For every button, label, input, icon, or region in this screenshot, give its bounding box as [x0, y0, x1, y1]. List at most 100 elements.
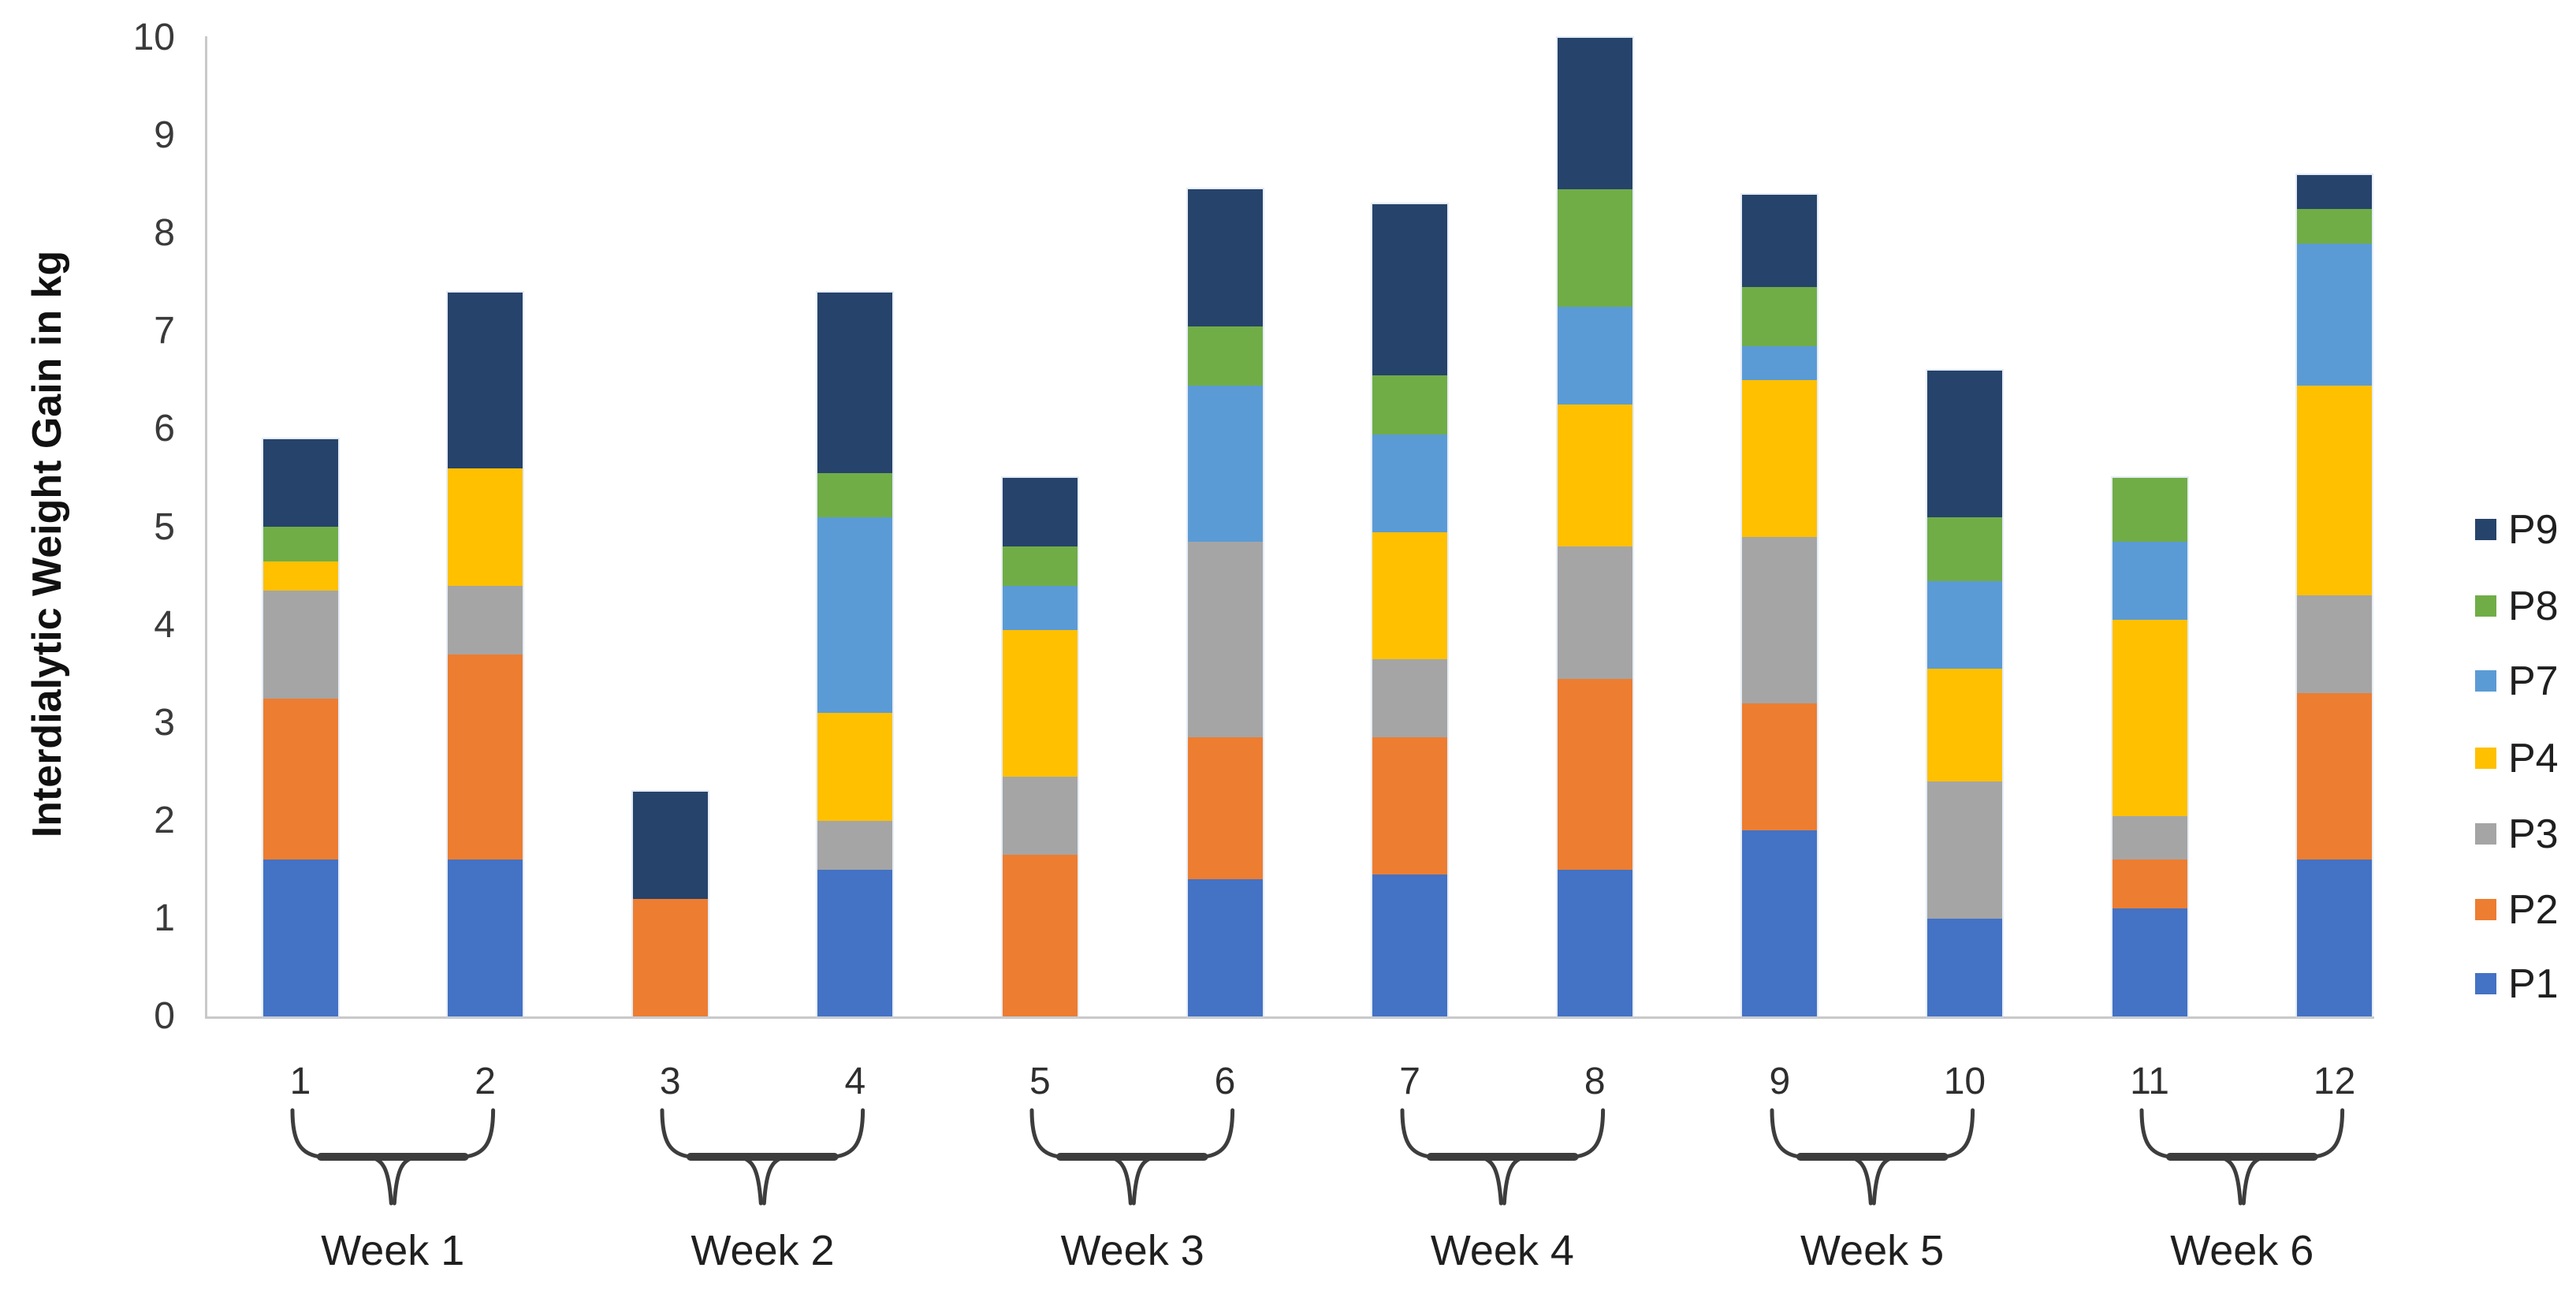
bar-6-segment-P3: [1187, 542, 1263, 738]
bar-9-segment-P3: [1742, 536, 1818, 703]
bar-11-segment-P8: [2112, 478, 2187, 543]
bar-1-segment-P9: [262, 438, 338, 528]
x-axis-line: [205, 1016, 2374, 1019]
bar-5-segment-P8: [1002, 546, 1078, 586]
bar-4-segment-P3: [817, 820, 893, 870]
x-tick-label-11: 11: [2130, 1061, 2169, 1102]
bar-8-segment-P3: [1557, 546, 1632, 679]
y-tick-label-10: 10: [132, 17, 175, 58]
bar-3-segment-P9: [632, 791, 708, 900]
bar-12-segment-P9: [2297, 174, 2373, 210]
bar-12-segment-P3: [2297, 595, 2373, 694]
bar-10-segment-P8: [1926, 517, 2002, 581]
week-label-2: Week 2: [691, 1227, 835, 1274]
bar-2-segment-P2: [448, 654, 523, 860]
legend-swatch-P3: [2475, 823, 2496, 845]
legend-swatch-P7: [2475, 670, 2496, 692]
bar-6-segment-P9: [1187, 189, 1263, 327]
bar-1-segment-P8: [262, 527, 338, 561]
bar-5-segment-P9: [1002, 478, 1078, 547]
legend-swatch-P8: [2475, 595, 2496, 617]
bar-8-segment-P2: [1557, 678, 1632, 870]
bar-9-segment-P7: [1742, 345, 1818, 381]
x-tick-label-10: 10: [1943, 1061, 1986, 1102]
bar-8-segment-P8: [1557, 189, 1632, 308]
bar-10-segment-P3: [1926, 781, 2002, 919]
bar-2-segment-P9: [448, 292, 523, 469]
stacked-bar-3: [632, 791, 708, 1016]
bar-7-segment-P3: [1372, 659, 1448, 738]
bar-4-segment-P1: [817, 869, 893, 1016]
week-label-5: Week 5: [1800, 1227, 1945, 1274]
bar-12-segment-P1: [2297, 860, 2373, 1016]
bar-7-segment-P1: [1372, 874, 1448, 1016]
y-tick-label-6: 6: [154, 408, 175, 450]
stacked-bar-12: [2297, 174, 2373, 1016]
x-tick-label-2: 2: [475, 1061, 496, 1102]
legend-swatch-P2: [2475, 899, 2496, 920]
legend-swatch-P1: [2475, 973, 2496, 994]
bar-1-segment-P3: [262, 591, 338, 699]
legend-label-P3: P3: [2508, 811, 2559, 857]
bar-10-segment-P4: [1926, 669, 2002, 782]
bar-8-segment-P7: [1557, 307, 1632, 405]
y-tick-label-2: 2: [154, 799, 175, 841]
week-group-brace-3: [1029, 1108, 1235, 1206]
bar-4-segment-P4: [817, 713, 893, 821]
x-tick-label-8: 8: [1584, 1061, 1606, 1102]
stacked-bar-10: [1926, 370, 2002, 1016]
bar-1-segment-P1: [262, 860, 338, 1016]
bar-9-segment-P4: [1742, 380, 1818, 537]
bar-7-segment-P7: [1372, 434, 1448, 532]
stacked-bar-4: [817, 292, 893, 1016]
legend-label-P9: P9: [2508, 507, 2559, 553]
bar-12-segment-P4: [2297, 385, 2373, 596]
bar-5-segment-P7: [1002, 585, 1078, 630]
legend-swatch-P9: [2475, 519, 2496, 540]
stacked-bar-7: [1372, 203, 1448, 1016]
bar-5-segment-P4: [1002, 629, 1078, 777]
bar-6-segment-P8: [1187, 326, 1263, 386]
week-group-brace-5: [1770, 1108, 1975, 1206]
bar-10-segment-P9: [1926, 370, 2002, 518]
week-label-4: Week 4: [1430, 1227, 1574, 1274]
week-group-brace-4: [1400, 1108, 1605, 1206]
bar-8-segment-P4: [1557, 405, 1632, 547]
bar-11-segment-P3: [2112, 815, 2187, 860]
x-tick-label-1: 1: [289, 1061, 311, 1102]
y-axis-line: [205, 36, 207, 1019]
bar-5-segment-P3: [1002, 776, 1078, 856]
bar-8-segment-P1: [1557, 869, 1632, 1016]
bar-5-segment-P2: [1002, 855, 1078, 1016]
bar-7-segment-P4: [1372, 531, 1448, 660]
bar-10-segment-P1: [1926, 918, 2002, 1016]
bar-6-segment-P7: [1187, 385, 1263, 543]
x-tick-label-3: 3: [659, 1061, 681, 1102]
legend-label-P8: P8: [2508, 584, 2559, 629]
bar-2-segment-P1: [448, 860, 523, 1016]
y-tick-label-0: 0: [154, 995, 175, 1037]
week-group-brace-2: [660, 1108, 865, 1206]
legend-swatch-P4: [2475, 748, 2496, 769]
stacked-bar-2: [448, 292, 523, 1016]
y-tick-label-5: 5: [154, 505, 175, 548]
bar-11-segment-P4: [2112, 620, 2187, 816]
y-tick-label-9: 9: [154, 114, 175, 157]
bar-2-segment-P3: [448, 585, 523, 654]
stacked-bar-6: [1187, 189, 1263, 1016]
week-group-brace-1: [290, 1108, 496, 1206]
bar-7-segment-P9: [1372, 203, 1448, 376]
legend-label-P4: P4: [2508, 736, 2559, 781]
bar-4-segment-P9: [817, 292, 893, 474]
bar-2-segment-P4: [448, 468, 523, 586]
bar-1-segment-P2: [262, 698, 338, 860]
y-tick-label-1: 1: [154, 897, 175, 939]
bar-12-segment-P8: [2297, 209, 2373, 244]
week-label-1: Week 1: [321, 1227, 465, 1274]
bar-4-segment-P8: [817, 473, 893, 518]
bar-6-segment-P1: [1187, 879, 1263, 1016]
x-tick-label-9: 9: [1769, 1061, 1791, 1102]
bar-3-segment-P2: [632, 899, 708, 1016]
week-group-brace-6: [2139, 1108, 2345, 1206]
